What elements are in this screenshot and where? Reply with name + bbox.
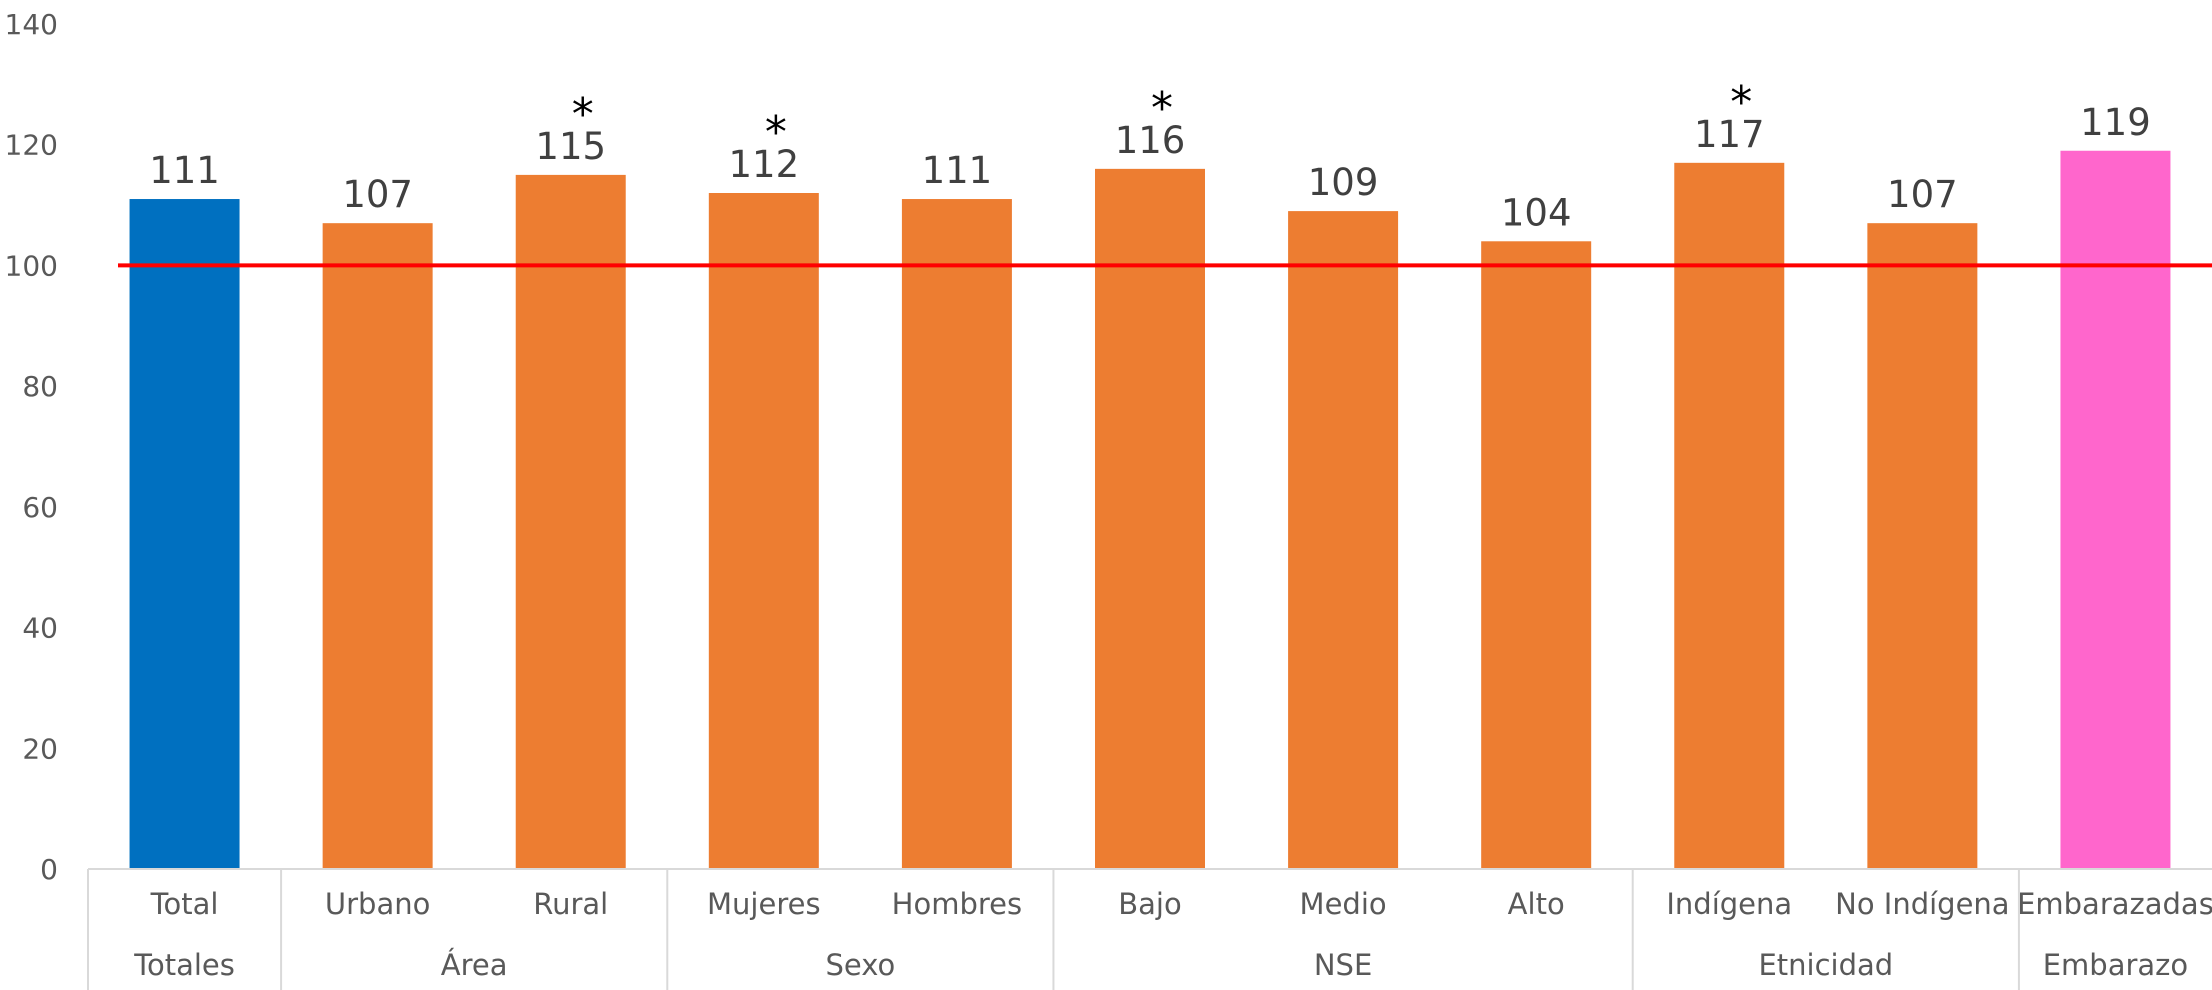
y-tick-label: 20 [22, 732, 58, 765]
bar [1867, 223, 1978, 869]
category-label: Urbano [325, 887, 430, 921]
data-label: 104 [1501, 191, 1572, 234]
significance-star: * [1151, 83, 1173, 134]
bars [129, 150, 2171, 870]
significance-star: * [765, 107, 787, 158]
group-label: Área [441, 948, 508, 982]
category-label: Total [150, 887, 219, 921]
y-tick-label: 100 [5, 249, 58, 282]
x-axis: Total Urbano Rural Mujeres Hombres Bajo Medio A… [87, 868, 2212, 990]
y-tick-label: 40 [22, 612, 58, 645]
bar [1095, 168, 1205, 869]
data-label: 119 [2080, 101, 2151, 144]
group-label: Etnicidad [1758, 948, 1893, 982]
bar [322, 223, 433, 869]
bar [1481, 241, 1592, 870]
group-label: Totales [133, 948, 235, 982]
group-label: Embarazo [2043, 948, 2188, 982]
data-label: 115 [535, 125, 606, 168]
data-label: 112 [729, 143, 800, 186]
data-label: 117 [1694, 113, 1765, 156]
data-label: 109 [1308, 161, 1379, 204]
data-label: 107 [342, 173, 413, 216]
y-tick-label: 60 [22, 491, 58, 524]
y-tick-label: 80 [22, 370, 58, 403]
bar [515, 174, 626, 870]
y-tick-label: 120 [5, 129, 58, 162]
bar [1674, 162, 1785, 870]
significance-star: * [572, 89, 594, 140]
category-label: Rural [533, 887, 608, 921]
y-axis-ticks: 0 20 40 60 80 100 120 140 [5, 8, 58, 886]
bar [901, 199, 1012, 870]
category-label: Hombres [892, 887, 1022, 921]
category-label: Alto [1508, 887, 1565, 921]
bar [1288, 211, 1399, 869]
y-tick-label: 140 [5, 8, 58, 41]
data-label: 111 [922, 149, 993, 192]
significance-star: * [1730, 77, 1752, 128]
category-label: Medio [1300, 887, 1387, 921]
category-label: Mujeres [707, 887, 821, 921]
data-label: 107 [1887, 173, 1958, 216]
category-label: No Indígena [1835, 887, 2009, 921]
category-label: Bajo [1118, 887, 1181, 921]
y-tick-label: 0 [40, 853, 58, 886]
group-label: Sexo [825, 948, 895, 982]
category-label: Indígena [1666, 887, 1792, 921]
group-label: NSE [1314, 948, 1372, 982]
bar [708, 193, 819, 869]
bar [129, 199, 240, 870]
data-label: 116 [1115, 119, 1186, 162]
bar [2060, 150, 2171, 869]
category-label: Embarazadas [2017, 887, 2212, 921]
data-label: 111 [149, 149, 220, 192]
